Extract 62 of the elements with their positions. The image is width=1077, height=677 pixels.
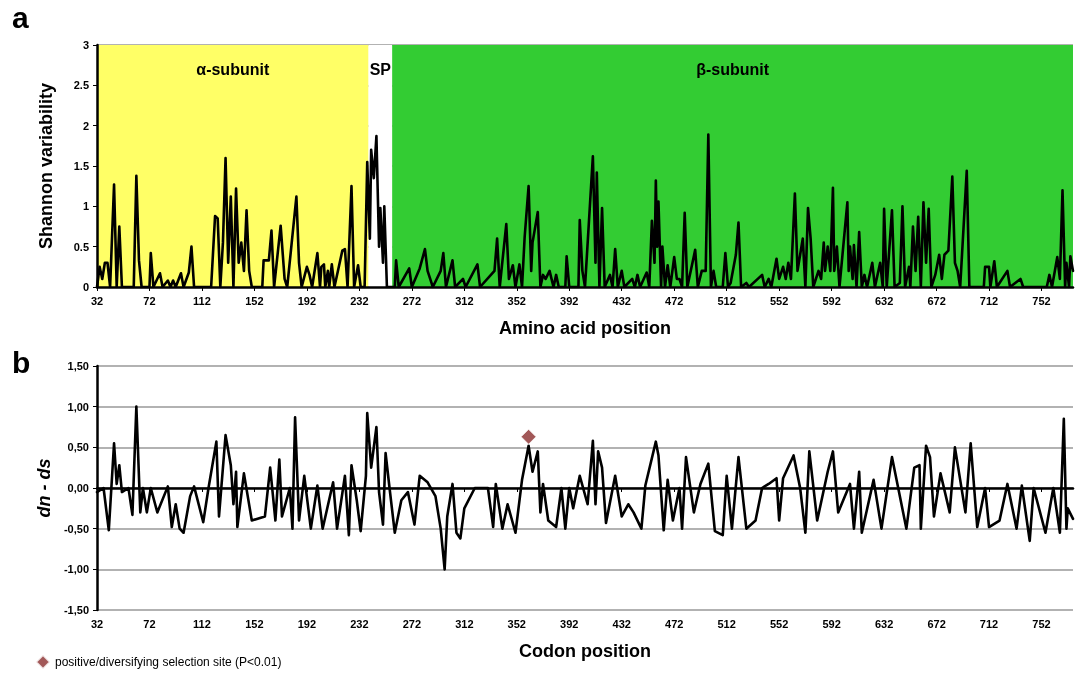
x-tick-label: 112 [193, 617, 211, 630]
y-tick-label: 0 [82, 281, 89, 293]
y-tick-label: 0,00 [67, 482, 89, 494]
x-tick-label: 752 [1032, 617, 1051, 630]
x-tick-label: 672 [927, 294, 946, 307]
y-tick-label: 1,50 [67, 360, 89, 372]
y-tick-label: 2.5 [73, 79, 89, 92]
x-tick-label: 192 [297, 617, 317, 630]
y-tick-label: 1 [82, 200, 89, 213]
x-tick-label: 432 [612, 294, 631, 307]
y-axis-title: Shannon variability [36, 82, 56, 250]
x-tick-label: 232 [350, 294, 369, 307]
x-tick-label: 472 [665, 294, 684, 307]
x-axis-title: Amino acid position [498, 318, 672, 338]
x-tick-label: 32 [90, 294, 104, 307]
x-tick-label: 472 [665, 617, 684, 630]
x-tick-label: 352 [507, 617, 526, 630]
x-tick-label: 232 [350, 617, 369, 630]
band-label: SP [369, 60, 392, 78]
x-tick-label: 152 [245, 294, 264, 307]
x-tick-label: 632 [874, 294, 894, 307]
x-tick-label: 632 [874, 617, 894, 630]
y-tick-label: 0,50 [67, 441, 89, 454]
x-tick-label: 552 [769, 294, 789, 307]
x-tick-label: 512 [717, 294, 736, 307]
x-tick-label: 152 [245, 617, 264, 630]
y-tick-label: -0,50 [63, 522, 89, 535]
x-tick-label: 72 [143, 617, 156, 630]
x-tick-label: 672 [927, 617, 946, 630]
y-tick-label: 3 [82, 39, 89, 51]
x-tick-label: 272 [402, 617, 422, 630]
y-tick-label: 2 [82, 119, 89, 132]
x-tick-label: 712 [979, 294, 999, 307]
x-tick-label: 272 [402, 294, 422, 307]
y-tick-label: 0.5 [73, 240, 89, 253]
y-tick-label: 1.5 [73, 160, 89, 172]
text: b [12, 345, 31, 379]
x-tick-label: 72 [143, 294, 156, 307]
text: a [12, 0, 29, 34]
x-tick-label: 552 [769, 617, 789, 630]
y-axis-title: dn - ds [34, 458, 55, 518]
x-tick-label: 312 [455, 294, 474, 307]
x-tick-label: 392 [560, 294, 579, 307]
x-axis-title: Codon position [519, 641, 651, 661]
x-tick-label: 192 [297, 294, 317, 307]
band-label: α-subunit [196, 60, 270, 78]
x-tick-label: 752 [1032, 294, 1051, 307]
y-tick-label: -1,50 [63, 604, 89, 616]
x-tick-label: 512 [717, 617, 736, 630]
x-tick-label: 392 [560, 617, 579, 630]
x-tick-label: 712 [979, 617, 999, 630]
x-tick-label: 32 [90, 617, 104, 630]
x-tick-label: 432 [612, 617, 631, 630]
x-tick-label: 592 [822, 294, 841, 307]
x-tick-label: 352 [507, 294, 526, 307]
legend-label: positive/diversifying selection site (P<0.01) [55, 655, 282, 669]
x-tick-label: 112 [193, 294, 211, 307]
x-tick-label: 592 [822, 617, 841, 630]
y-tick-label: 1,00 [67, 400, 89, 413]
band-label: β-subunit [696, 60, 770, 78]
y-tick-label: -1,00 [63, 563, 89, 576]
x-tick-label: 312 [455, 617, 474, 630]
